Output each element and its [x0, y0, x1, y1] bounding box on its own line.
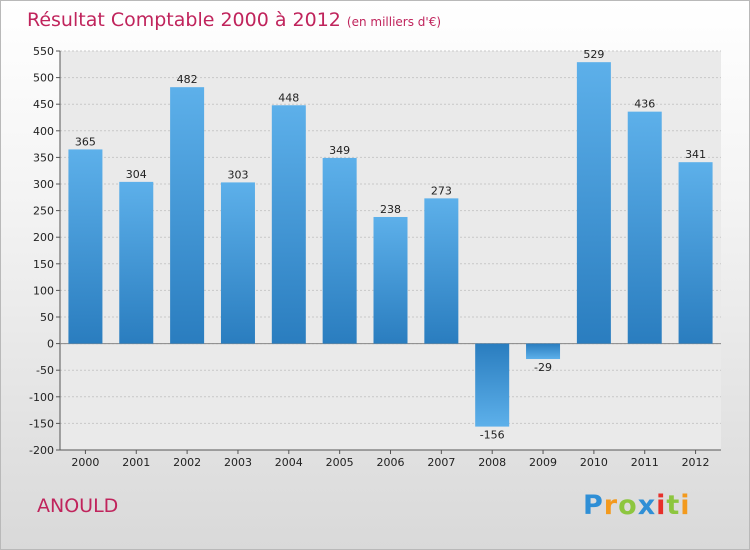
bar-value-label: 448: [278, 91, 299, 104]
bar-value-label: 436: [634, 98, 655, 111]
bar: [68, 149, 103, 344]
bar: [373, 216, 408, 344]
x-tick-label: 2005: [326, 456, 354, 469]
bar: [119, 181, 154, 344]
bar: [170, 87, 205, 344]
x-tick-label: 2012: [682, 456, 710, 469]
bar-series: [68, 62, 713, 427]
y-tick-label: -50: [36, 364, 54, 377]
bar-value-label: 304: [126, 168, 147, 181]
bar: [526, 343, 561, 360]
bar-value-label: -29: [534, 361, 552, 374]
x-tick-label: 2010: [580, 456, 608, 469]
bar-value-label: 303: [227, 168, 248, 181]
x-tick-label: 2009: [529, 456, 557, 469]
y-tick-label: 100: [33, 284, 54, 297]
bar-value-label: 238: [380, 203, 401, 216]
bar: [220, 182, 255, 344]
bar-value-label: 365: [75, 135, 96, 148]
x-tick-label: 2002: [173, 456, 201, 469]
proxiti-logo: Proxiti: [583, 490, 691, 521]
chart-title: Résultat Comptable 2000 à 2012 (en millie…: [27, 9, 441, 31]
bar-value-label: 529: [583, 48, 604, 61]
bar-value-label: -156: [480, 429, 505, 442]
logo-letter: r: [603, 490, 619, 521]
y-tick-label: 50: [40, 311, 54, 324]
bar: [271, 105, 306, 344]
y-tick-label: -100: [29, 391, 54, 404]
logo-letter: i: [656, 490, 667, 521]
y-tick-label: 400: [33, 125, 54, 138]
logo-letter: i: [680, 490, 691, 521]
x-tick-label: 2011: [631, 456, 659, 469]
x-tick-label: 2008: [478, 456, 506, 469]
y-tick-label: 0: [47, 338, 54, 351]
bar-value-label: 273: [431, 184, 452, 197]
x-tick-label: 2004: [275, 456, 303, 469]
chart-title-main: Résultat Comptable 2000 à 2012: [27, 9, 341, 31]
x-tick-label: 2003: [224, 456, 252, 469]
chart-title-unit: (en milliers d'€): [346, 15, 442, 29]
bar: [322, 157, 357, 344]
bar-value-label: 349: [329, 144, 350, 157]
y-tick-label: 200: [33, 231, 54, 244]
bar: [678, 162, 713, 344]
commune-name: ANOULD: [37, 495, 119, 517]
y-tick-label: -150: [29, 417, 54, 430]
x-tick-label: 2001: [122, 456, 150, 469]
logo-letter: o: [618, 490, 638, 521]
logo-letter: t: [666, 490, 681, 521]
logo-letter: x: [637, 490, 657, 521]
bar: [475, 343, 510, 427]
logo-letter: P: [583, 490, 604, 521]
y-tick-label: 550: [33, 45, 54, 58]
y-tick-label: 350: [33, 151, 54, 164]
bar: [424, 198, 459, 344]
x-tick-label: 2006: [377, 456, 405, 469]
x-axis: 2000 2001 2002 2003 2004 2005 2006 2007 2008 2009…: [71, 450, 710, 469]
bar-value-label: 482: [177, 73, 198, 86]
x-tick-label: 2007: [427, 456, 455, 469]
y-tick-label: 450: [33, 98, 54, 111]
data-labels: 365 304 482 303 448 349 238 273 -156 -29 529 436 341: [75, 48, 706, 441]
y-tick-label: -200: [29, 444, 54, 457]
y-tick-label: 500: [33, 72, 54, 85]
bar: [627, 111, 662, 344]
y-tick-label: 150: [33, 258, 54, 271]
x-tick-label: 2000: [71, 456, 99, 469]
bar: [576, 62, 611, 344]
y-tick-label: 250: [33, 205, 54, 218]
y-tick-label: 300: [33, 178, 54, 191]
bar-value-label: 341: [685, 148, 706, 161]
